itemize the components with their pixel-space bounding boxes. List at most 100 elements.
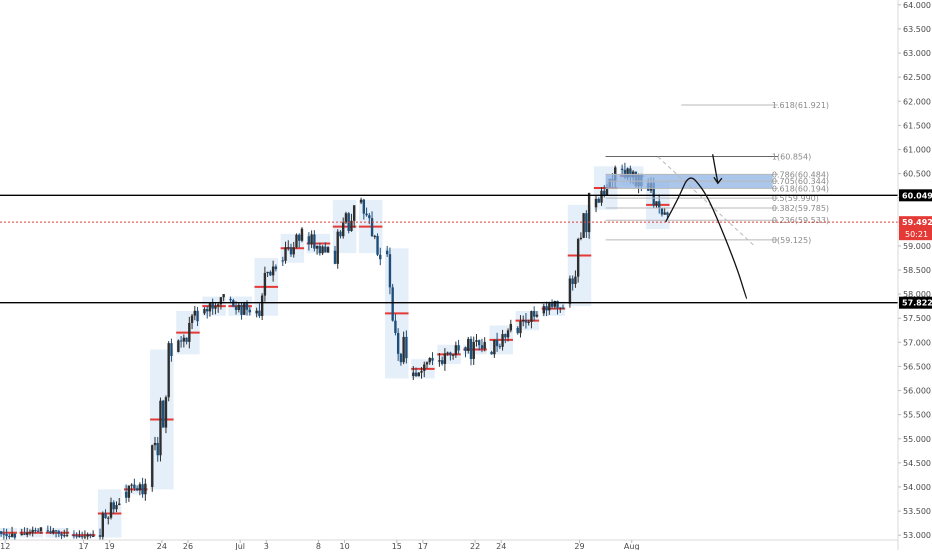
candle-body [585,213,588,233]
candle-body [101,513,104,537]
candle-body [501,334,504,347]
candle-body [405,336,408,359]
candle-body [527,321,530,323]
y-tick-label: 62.000 [903,97,931,106]
y-tick-label: 55.000 [903,435,931,444]
x-tick-label: 19 [105,542,115,550]
candle-body [498,346,502,348]
x-tick-label: 22 [470,542,480,550]
candle-body [162,400,165,428]
fib-level-label: 1(60.854) [772,153,811,162]
fib-level-label: 1.618(61.921) [772,101,829,110]
price-axis[interactable] [897,0,901,550]
candle-body [652,182,655,206]
candle-body [153,442,157,446]
candle-body [443,353,447,364]
candle-body [237,304,240,310]
candle-body [336,231,339,264]
candle-body [368,215,371,219]
candle-body [472,341,475,359]
fib-trend-line [657,156,755,247]
candle-body [300,228,304,241]
candle-body [388,254,392,288]
candle-body [75,535,78,537]
x-tick-label: Aug [624,542,640,550]
y-tick-label: 63.500 [903,25,931,34]
candle-body [190,315,194,323]
candle-body [542,306,546,314]
candle-body [52,530,55,533]
candle-body [333,250,337,264]
candle-body [475,340,478,342]
x-tick-label: 17 [78,542,88,550]
candle-body [423,364,426,371]
candle-body [109,502,113,518]
candle-body [2,533,6,535]
candle-body [26,532,29,535]
y-tick-label: 59.000 [903,242,931,251]
candle-body [561,307,565,309]
candle-body [72,535,76,537]
candle-body [10,533,14,537]
candle-body [313,234,316,249]
candle-body [269,271,272,276]
candle-body [127,485,131,498]
candle-body [396,332,400,354]
candle-body [222,294,225,298]
candle-body [196,310,199,322]
candle-body [449,352,452,356]
y-tick-label: 57.000 [903,338,931,347]
support-label-box [899,296,932,309]
candle-body [28,532,32,534]
candle-body [112,502,115,510]
candle-body [240,304,243,315]
candle-body [318,245,322,254]
fib-level-label: 0.5(59.990) [772,194,819,203]
candle-body [574,276,577,284]
candle-body [211,303,214,309]
candle-body [60,533,63,536]
candle-body [104,513,107,519]
candle-body [597,198,600,203]
candle-body [350,220,353,232]
candle-body [438,360,441,362]
candle-body [326,247,330,253]
candles-layer [0,162,669,540]
time-axis[interactable] [0,539,898,543]
candle-body [54,530,58,532]
candle-body [151,445,154,487]
candle-body [480,345,484,349]
candle-body [568,278,572,304]
candle-body [289,247,293,255]
candle-body [603,190,606,196]
candle-body [548,303,551,311]
candle-body [451,354,455,356]
projection-path [665,177,748,300]
y-tick-label: 57.500 [903,314,931,323]
candle-body [31,529,34,533]
candle-body [600,190,603,203]
candle-body [315,245,319,249]
candle-body [274,266,278,270]
candle-body [420,370,423,373]
candle-body [478,340,481,346]
candle-body [57,531,61,534]
candle-body [370,218,374,237]
current-price-label: 59.492 [902,218,932,227]
candle-body [179,340,183,342]
fib-level-label: 0(59.125) [772,236,811,245]
candle-body [243,303,246,315]
candle-body [535,314,539,317]
x-tick-label: 17 [418,542,428,550]
candle-body [298,234,301,241]
candle-body [260,295,264,317]
candle-body [509,323,513,331]
candle-body [287,247,290,249]
y-tick-label: 61.000 [903,145,931,154]
candle-body [440,360,444,364]
candle-body [594,198,598,208]
candle-body [559,307,562,309]
candle-body [365,213,368,216]
